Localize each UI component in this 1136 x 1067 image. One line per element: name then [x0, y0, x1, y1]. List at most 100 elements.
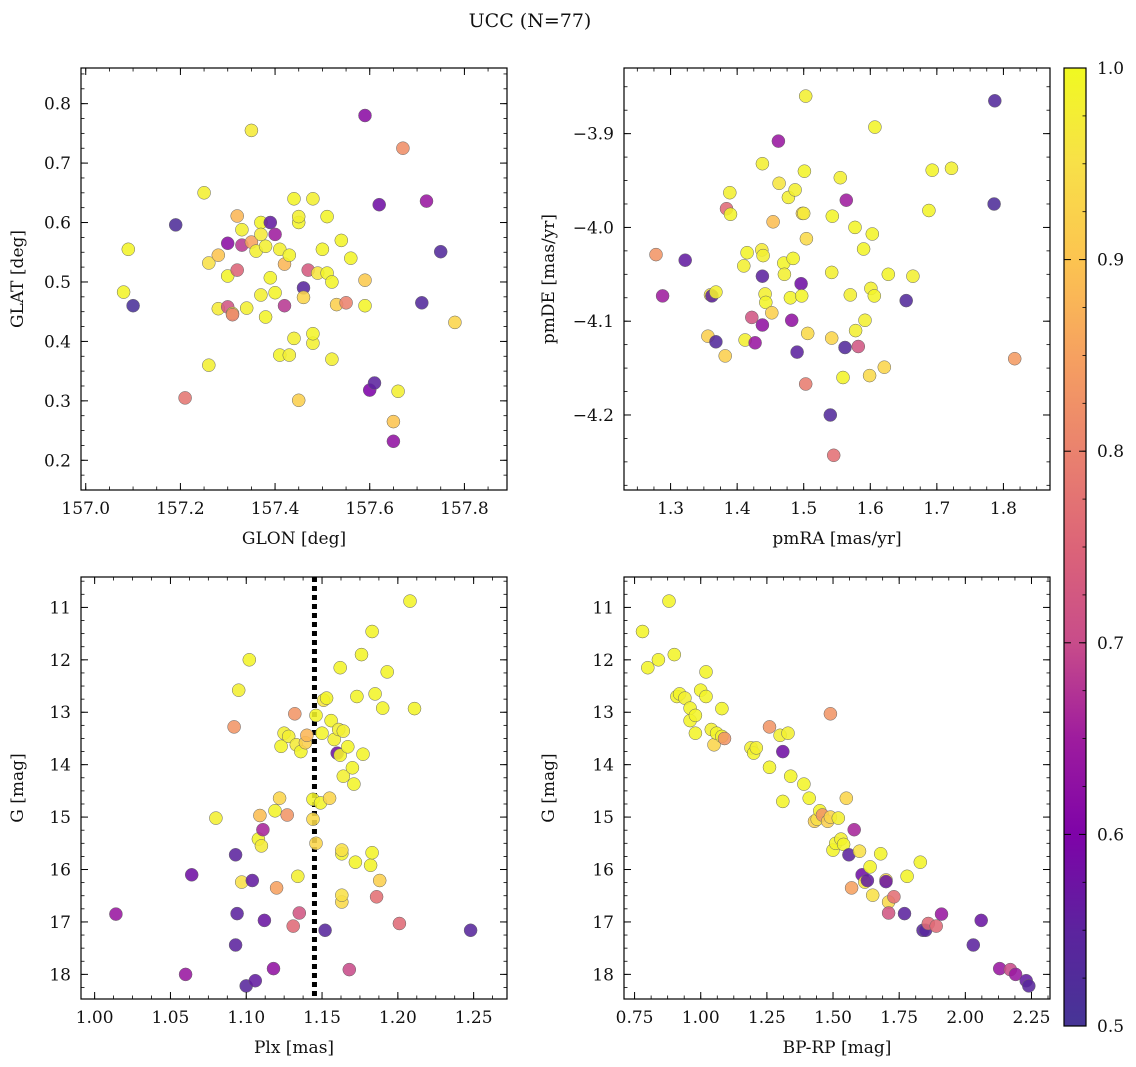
colorbar-tick-label: 0.9	[1097, 251, 1124, 271]
data-point	[121, 242, 136, 257]
data-point	[296, 290, 311, 305]
y-tick-label: 0.6	[44, 214, 71, 234]
y-tick-label: 0.5	[44, 273, 71, 293]
data-point	[858, 313, 872, 328]
data-point	[651, 653, 666, 667]
data-point	[334, 233, 349, 248]
data-point	[341, 740, 355, 754]
x-axis-label: GLON [deg]	[242, 529, 346, 549]
data-point	[745, 310, 759, 325]
data-point	[282, 248, 297, 262]
data-point	[396, 141, 410, 155]
data-point	[833, 170, 848, 185]
points-layer	[649, 89, 1022, 463]
data-point	[372, 197, 386, 212]
y-tick-label: 0.4	[44, 332, 71, 352]
data-point	[344, 251, 358, 265]
axes-frame	[623, 67, 1051, 491]
data-point	[380, 665, 394, 679]
data-point	[825, 209, 840, 223]
data-point	[798, 377, 813, 391]
data-point	[325, 352, 339, 366]
data-point	[748, 336, 762, 350]
data-point	[354, 647, 369, 662]
x-tick-label: 157.6	[345, 499, 394, 519]
data-point	[348, 855, 363, 869]
data-point	[391, 384, 405, 399]
x-tick-label: 1.6	[857, 499, 884, 519]
data-point	[365, 845, 379, 860]
y-tick-label: 18	[592, 965, 614, 985]
data-point	[667, 647, 682, 662]
data-point	[309, 708, 323, 723]
data-point	[862, 368, 877, 383]
data-point	[415, 296, 429, 310]
data-point	[209, 811, 223, 825]
y-tick-label: 0.8	[44, 95, 71, 115]
x-tick-label: 0.75	[616, 1008, 654, 1028]
data-point	[688, 726, 703, 740]
data-point	[776, 794, 790, 809]
data-point	[235, 222, 249, 237]
y-axis-label: pmDE [mas/yr]	[539, 214, 559, 344]
y-tick-label: −4.2	[573, 406, 614, 426]
data-point	[737, 259, 751, 273]
data-point	[403, 594, 417, 608]
x-tick-label: 1.10	[227, 1008, 265, 1028]
data-point	[831, 811, 846, 825]
data-point	[367, 376, 382, 390]
data-point	[934, 907, 949, 921]
x-tick-label: 1.25	[748, 1008, 786, 1028]
data-point	[168, 218, 183, 232]
data-point	[794, 289, 809, 303]
data-point	[292, 906, 307, 920]
data-point	[988, 94, 1002, 108]
data-point	[839, 791, 854, 805]
data-point	[244, 123, 259, 138]
data-point	[335, 843, 349, 857]
data-point	[448, 315, 462, 330]
data-point	[433, 244, 448, 259]
data-point	[723, 207, 738, 222]
data-point	[257, 913, 272, 928]
data-point	[368, 687, 382, 701]
x-tick-label: 1.00	[682, 1008, 720, 1028]
data-point	[306, 192, 320, 206]
data-point	[280, 808, 294, 822]
data-point	[755, 269, 770, 283]
data-point	[365, 624, 379, 639]
data-point	[363, 858, 378, 873]
data-point	[824, 265, 839, 280]
data-point	[944, 161, 959, 176]
data-point	[272, 791, 287, 805]
data-point	[717, 731, 732, 746]
y-tick-label: 13	[592, 703, 614, 723]
data-point	[320, 209, 334, 224]
data-point	[836, 370, 850, 385]
data-point	[178, 391, 192, 405]
data-point	[879, 874, 893, 889]
data-point	[239, 301, 254, 315]
data-point	[781, 726, 795, 740]
data-point	[258, 239, 273, 254]
data-point	[851, 339, 866, 354]
data-point	[109, 907, 123, 921]
colorbar: 0.5 0.6 0.7 0.8 0.9 1.0	[1063, 59, 1124, 1037]
y-tick-label: 17	[592, 913, 614, 933]
data-point	[336, 724, 351, 738]
x-tick-label: 2.00	[946, 1008, 984, 1028]
data-point	[796, 206, 811, 221]
colorbar-tick-label: 0.8	[1097, 442, 1124, 462]
y-tick-label: 11	[49, 598, 71, 618]
data-point	[358, 273, 372, 287]
data-point	[375, 701, 390, 715]
y-tick-label: 14	[592, 756, 614, 776]
x-tick-label: 1.15	[303, 1008, 341, 1028]
data-point	[823, 408, 838, 422]
y-tick-label: 16	[592, 861, 614, 881]
data-point	[762, 760, 777, 775]
data-point	[372, 873, 387, 888]
points-layer	[635, 594, 1036, 993]
data-point	[291, 393, 306, 408]
data-point	[202, 358, 216, 372]
